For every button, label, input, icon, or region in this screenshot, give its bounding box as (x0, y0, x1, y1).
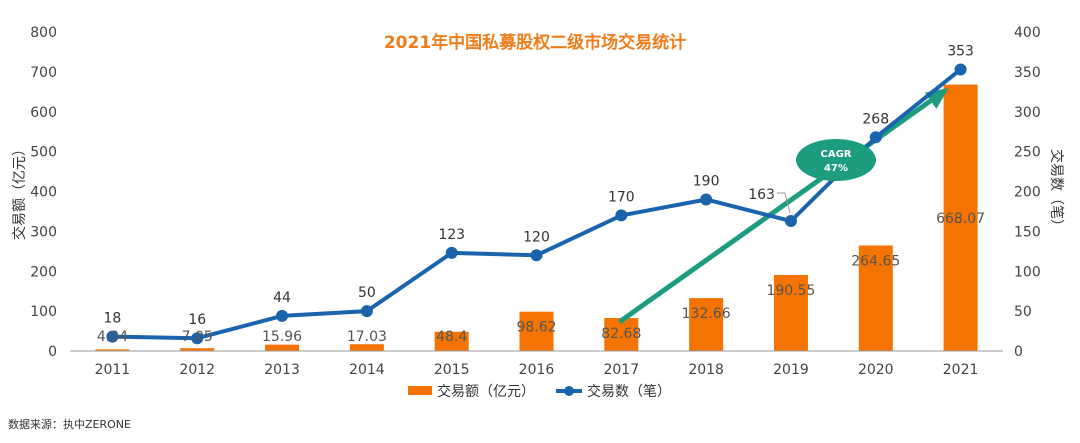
line-point (106, 330, 119, 343)
line-value-label: 18 (103, 311, 121, 327)
bar (265, 344, 300, 351)
chart-title: 2021年中国私募股权二级市场交易统计 (384, 32, 686, 53)
bar (95, 349, 130, 351)
bar-series (95, 84, 978, 351)
line-value-label: 190 (693, 173, 720, 189)
legend-line-label: 交易数（笔） (587, 383, 671, 400)
left-tick-label: 800 (30, 25, 57, 41)
right-tick-label: 150 (1014, 224, 1041, 240)
bar (773, 275, 808, 351)
line-point (445, 246, 458, 259)
cagr-badge-shape (796, 139, 876, 181)
right-axis-ticks: 0 50 100 150 200 250 300 350 400 (1014, 25, 1041, 360)
line-point (530, 249, 543, 262)
right-tick-label: 400 (1014, 25, 1041, 41)
bar (689, 298, 724, 351)
line-value-label: 163 (748, 187, 775, 203)
line-value-label: 44 (273, 290, 291, 306)
line-value-label: 353 (947, 43, 974, 59)
x-tick-label: 2015 (434, 362, 470, 378)
line-point (869, 131, 882, 144)
right-tick-label: 0 (1014, 344, 1023, 360)
x-tick-label: 2014 (349, 362, 385, 378)
bar-value-label: 190.55 (766, 283, 815, 299)
right-tick-label: 350 (1014, 65, 1041, 81)
bar-value-label: 132.66 (682, 306, 731, 322)
legend-bar-label: 交易额（亿元） (437, 383, 535, 400)
left-tick-label: 400 (30, 185, 57, 201)
line-point (615, 209, 628, 222)
bar-value-label: 264.65 (851, 253, 900, 269)
line-value-label: 268 (862, 111, 889, 127)
legend: 交易额（亿元） 交易数（笔） (408, 383, 671, 400)
line-value-label: 123 (438, 227, 465, 243)
left-axis-ticks: 0 100 200 300 400 500 600 700 800 (30, 25, 57, 360)
x-tick-label: 2013 (264, 362, 300, 378)
x-tick-label: 2018 (688, 362, 724, 378)
bar-value-label: 48.4 (436, 329, 467, 345)
left-tick-label: 300 (30, 224, 57, 240)
line-point (360, 305, 373, 318)
left-tick-label: 600 (30, 105, 57, 121)
cagr-badge-value: 47% (824, 163, 848, 174)
left-tick-label: 200 (30, 264, 57, 280)
line-value-label: 120 (523, 229, 550, 245)
bar-value-label: 17.03 (347, 329, 387, 345)
bar (349, 344, 384, 351)
bar (180, 348, 215, 351)
legend-bar-swatch (408, 386, 432, 395)
source-note: 数据来源：执中ZERONE (8, 417, 131, 431)
x-axis-ticks: 2011 2012 2013 2014 2015 2016 2017 2018 2019 2020… (95, 362, 979, 378)
line-path (112, 67, 962, 341)
bar (519, 311, 554, 351)
bar-value-label: 82.68 (601, 326, 641, 342)
right-tick-label: 50 (1014, 304, 1032, 320)
x-tick-label: 2012 (179, 362, 215, 378)
legend-line-marker (564, 386, 574, 396)
x-tick-label: 2016 (519, 362, 555, 378)
bar-value-label: 15.96 (262, 329, 302, 345)
right-tick-label: 100 (1014, 264, 1041, 280)
bar-value-label: 98.62 (516, 320, 556, 336)
line-point (784, 215, 797, 228)
bar (858, 245, 893, 351)
left-tick-label: 500 (30, 145, 57, 161)
x-tick-label: 2019 (773, 362, 809, 378)
x-tick-label: 2020 (858, 362, 894, 378)
line-value-label: 50 (358, 285, 376, 301)
right-tick-label: 200 (1014, 185, 1041, 201)
x-tick-label: 2021 (943, 362, 979, 378)
left-tick-label: 0 (48, 344, 57, 360)
bar-value-labels: 4.04 7.05 15.96 17.03 48.4 98.62 82.68 132.66 19… (97, 211, 985, 345)
line-value-label: 170 (608, 189, 635, 205)
line-value-label: 16 (188, 312, 206, 328)
line-point (700, 193, 713, 206)
left-tick-label: 700 (30, 65, 57, 81)
x-tick-label: 2011 (95, 362, 131, 378)
cagr-badge-title: CAGR (821, 149, 852, 160)
bar-value-label: 4.04 (97, 329, 128, 345)
left-tick-label: 100 (30, 304, 57, 320)
line-point (276, 309, 289, 322)
line-value-labels: 18 16 44 50 123 120 170 190 163 268 353 (103, 43, 973, 328)
bar-value-label: 7.05 (182, 329, 213, 345)
label-leader-line (776, 192, 791, 214)
bar-value-label: 668.07 (936, 211, 985, 227)
bar (434, 331, 469, 351)
left-axis-title: 交易额（亿元） (11, 142, 28, 240)
right-axis-title: 交易数（笔） (1048, 149, 1065, 233)
cagr-badge: CAGR 47% (796, 139, 876, 181)
right-tick-label: 250 (1014, 145, 1041, 161)
line-point (954, 63, 967, 76)
bar (943, 84, 978, 351)
line-series (106, 63, 967, 345)
x-tick-label: 2017 (603, 362, 639, 378)
line-point (191, 332, 204, 345)
right-tick-label: 300 (1014, 105, 1041, 121)
